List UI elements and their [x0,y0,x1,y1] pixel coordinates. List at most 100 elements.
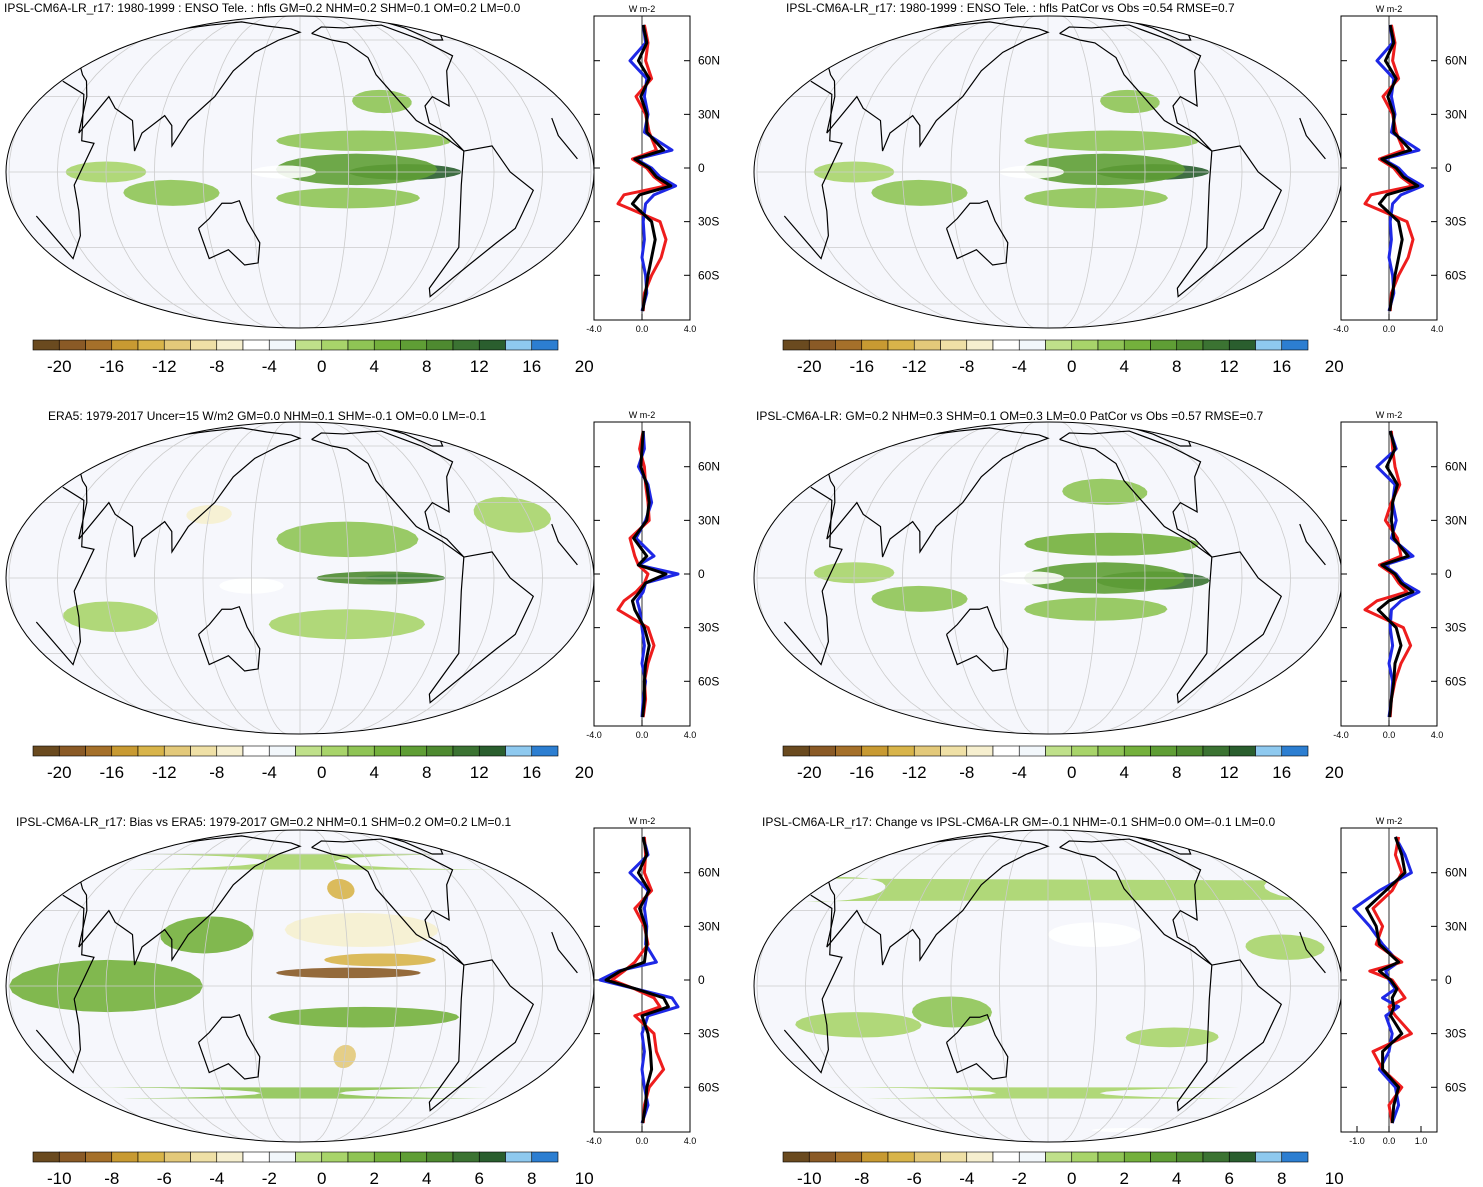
colorbar-box [505,1151,533,1163]
graticule-meridian [902,422,1008,734]
colorbar: -20 -16 -12 -8 -4 0 4 8 12 16 20 [32,745,594,782]
colorbar: -20 -16 -12 -8 -4 0 4 8 12 16 20 [782,745,1344,782]
graticule-meridian [853,830,994,1142]
anomaly-region [276,130,452,152]
anomaly-region [1100,89,1160,114]
graticule-meridian [105,422,246,734]
map-panel-middle-right [753,421,1343,735]
colorbar-box [163,745,191,757]
colorbar-box [163,339,191,351]
panel-title: IPSL-CM6A-LR: GM=0.2 NHM=0.3 SHM=0.1 OM=… [756,409,1264,423]
colorbar-box [940,745,968,757]
colorbar-box [321,339,349,351]
colorbar-tick-label: 2 [370,1169,379,1187]
profile-lat-label: 0 [698,567,705,581]
graticule-meridian [154,422,260,734]
colorbar-tick-label: 4 [370,763,379,782]
coastline [1176,959,1283,1112]
colorbar-tick-label: 16 [522,357,541,376]
colorbar-box [808,1151,836,1163]
colorbar-box [1018,745,1046,757]
profile-lat-label: 30S [698,621,719,635]
colorbar-tick-label: -16 [99,763,124,782]
colorbar-tick-label: -10 [797,1169,822,1187]
colorbar-box [966,745,994,757]
colorbar-box [190,1151,218,1163]
colorbar: -10 -8 -6 -4 -2 0 2 4 6 8 10 [782,1151,1344,1187]
colorbar-tick-label: 16 [522,763,541,782]
profile-x-label: 0.0 [636,1136,649,1146]
colorbar-box [808,339,836,351]
colorbar-box [1176,745,1204,757]
colorbar-box [1150,339,1178,351]
graticule-meridian [326,830,398,1142]
profile-x-label: -4.0 [586,1136,602,1146]
coastline [1299,523,1326,566]
colorbar-box [295,1151,323,1163]
colorbar-box [992,339,1020,351]
coastline [428,551,535,704]
colorbar-tick-label: 12 [470,763,489,782]
colorbar-tick-label: -12 [902,357,927,376]
profile-x-label: 1.0 [1415,1136,1428,1146]
colorbar-box [1150,745,1178,757]
colorbar-tick-label: -8 [959,763,974,782]
graticule-meridian [154,830,260,1142]
colorbar-box [85,339,113,351]
colorbar-box [1255,339,1283,351]
graticule-meridian [1074,422,1146,734]
coastline [311,838,465,966]
colorbar-box [478,745,506,757]
colorbar-box [111,339,139,351]
colorbar-box [242,339,270,351]
profile-lat-label: 30S [698,1027,719,1041]
colorbar-tick-label: -16 [99,357,124,376]
colorbar-box [216,745,244,757]
colorbar-tick-label: -4 [262,357,277,376]
colorbar-box [531,745,559,757]
colorbar-box [1281,1151,1309,1163]
colorbar-box [216,1151,244,1163]
profile-lat-label: 30N [1445,107,1467,121]
colorbar-tick-label: -12 [152,357,177,376]
colorbar-box [137,745,165,757]
graticule-meridian [853,422,994,734]
colorbar-box [782,1151,810,1163]
profile-lat-label: 30N [1445,513,1467,527]
colorbar-tick-label: 0 [317,763,326,782]
profile-x-label: 0.0 [1383,324,1396,334]
colorbar-box [321,745,349,757]
colorbar-box [1071,1151,1099,1163]
colorbar-box [426,339,454,351]
colorbar-box [913,745,941,757]
colorbar-box [347,339,375,351]
coastline [783,486,843,666]
coastline [783,894,843,1074]
colorbar-tick-label: 2 [1120,1169,1129,1187]
map-panel-bottom-left [5,829,595,1143]
colorbar-box [478,1151,506,1163]
profile-x-label: -1.0 [1349,1136,1365,1146]
zonal-profile: 60N 30N 0 30S 60S -4.0 0.0 4.0 W m-2 [586,410,720,740]
graticule-meridian [1074,830,1146,1142]
colorbar-box [940,1151,968,1163]
colorbar-tick-label: 4 [1172,1169,1181,1187]
colorbar-box [452,339,480,351]
colorbar-box [373,339,401,351]
colorbar-tick-label: -4 [262,763,277,782]
colorbar-box [321,1151,349,1163]
graticule-meridian [999,16,1035,328]
colorbar-box [808,745,836,757]
colorbar-tick-label: -8 [209,357,224,376]
graticule-meridian [853,16,994,328]
coastline [311,430,465,558]
graticule-meridian [950,16,1022,328]
graticule-meridian [354,830,495,1142]
colorbar-tick-label: 0 [317,1169,326,1187]
colorbar-box [1202,1151,1230,1163]
graticule-meridian [154,16,260,328]
colorbar-box [242,1151,270,1163]
panel-title: IPSL-CM6A-LR_r17: 1980-1999 : ENSO Tele.… [786,1,1235,15]
colorbar-box [347,745,375,757]
